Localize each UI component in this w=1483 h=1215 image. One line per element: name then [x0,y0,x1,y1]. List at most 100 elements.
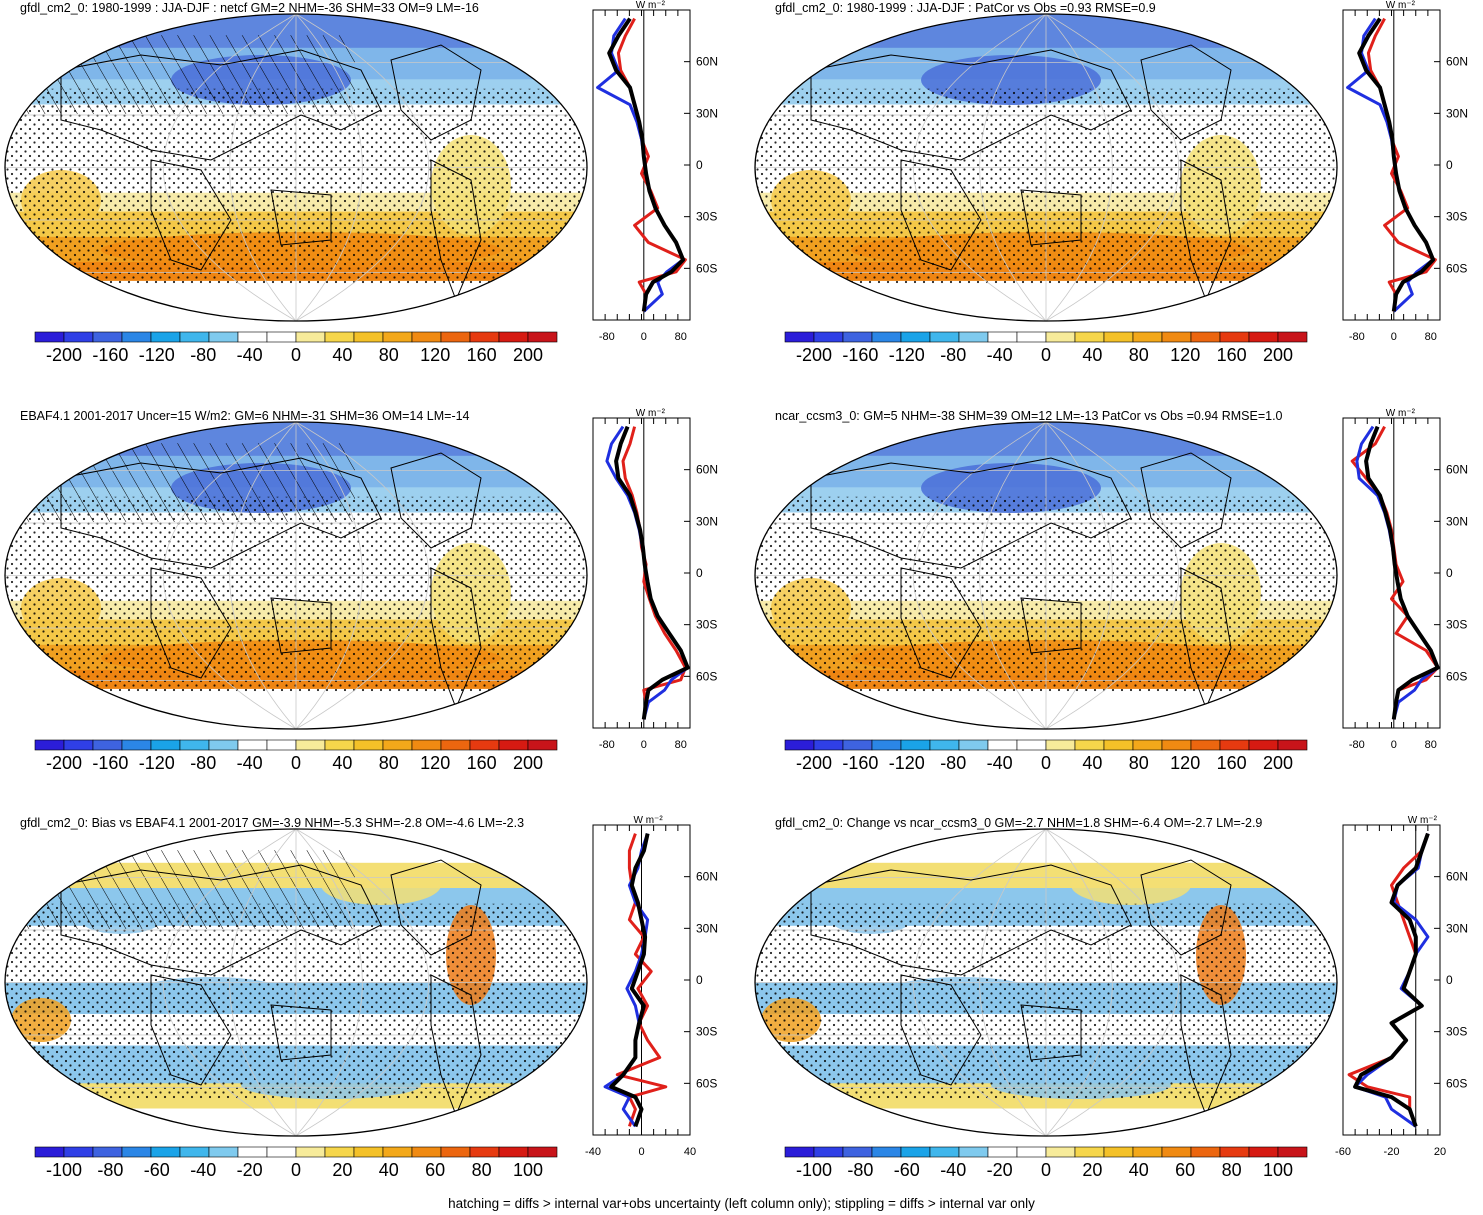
graticule-lon [229,422,297,729]
graticule-lon [913,422,1047,729]
x-tick-label: -80 [599,739,615,751]
colorbar-tick-label: 100 [1263,1160,1293,1180]
lat-tick-label: 30N [1446,921,1468,935]
coastline [390,44,482,141]
colorbar-swatch [208,1146,239,1158]
colorbar-tick-label: 80 [472,1160,492,1180]
colorbar-swatch [1103,739,1134,751]
colorbar: -200 -160 -120 -80 -40 0 40 80 120 160 200 [784,739,1308,773]
colorbar-tick-label: -120 [139,345,175,365]
colorbar-swatch [440,1146,471,1158]
colorbar-swatch [1219,1146,1250,1158]
colorbar-swatch [929,739,960,751]
colorbar-swatch [324,1146,355,1158]
lat-tick-label: 30S [1446,1025,1467,1039]
colorbar-tick-label: -60 [894,1160,920,1180]
colorbar-swatch [498,1146,529,1158]
colorbar-swatch [179,1146,210,1158]
colorbar-tick-label: -120 [139,753,175,773]
colorbar-swatch [1161,331,1192,343]
graticule-lon [295,829,429,1136]
map-outline [754,421,1338,730]
colorbar-swatch [469,1146,500,1158]
zonal-mean-plot: 60N 30N 0 30S 60S -80 0 80 W m⁻² [592,0,718,343]
colorbar-swatch [92,331,123,343]
colorbar-swatch [266,739,297,751]
graticule-lon [295,14,363,321]
colorbar-tick-label: 200 [513,345,543,365]
colorbar-swatch [527,331,558,343]
lat-tick-label: 0 [696,973,703,987]
colorbar-swatch [353,739,384,751]
world-map [754,13,1338,322]
map-field [755,14,1337,321]
coastline [270,597,332,654]
colorbar-swatch [813,1146,844,1158]
x-tick-label: 20 [1434,1146,1446,1158]
colorbar-tick-label: 80 [1129,753,1149,773]
zonal-unit: W m⁻² [1386,0,1416,11]
colorbar-swatch [784,331,815,343]
colorbar-swatch [237,1146,268,1158]
coastline [150,974,232,1086]
graticule-lon [163,829,297,1136]
colorbar-tick-label: 80 [1222,1160,1242,1180]
zonal-mean-plot: 60N 30N 0 30S 60S -40 0 40 W m⁻² [585,815,718,1158]
colorbar-swatch [63,1146,94,1158]
colorbar-swatch [1016,1146,1047,1158]
colorbar-swatch [121,739,152,751]
zonal-mean-plot: 60N 30N 0 30S 60S -80 0 80 W m⁻² [1342,0,1468,343]
colorbar-swatch [1045,1146,1076,1158]
zonal-unit: W m⁻² [1408,815,1438,826]
colorbar: -100 -80 -60 -40 -20 0 20 40 60 80 100 [784,1146,1308,1180]
colorbar-tick-label: -40 [237,753,263,773]
lat-tick-label: 30N [1446,106,1468,120]
colorbar-tick-label: 40 [332,753,352,773]
colorbar-tick-label: 40 [332,345,352,365]
colorbar-swatch [1248,331,1279,343]
colorbar-swatch [900,1146,931,1158]
zonal-series-line [621,426,687,720]
lat-tick-label: 0 [1446,973,1453,987]
colorbar-swatch [987,1146,1018,1158]
lat-tick-label: 60S [696,669,717,683]
colorbar-swatch [1248,739,1279,751]
zonal-series-line [607,17,686,312]
colorbar: -200 -160 -120 -80 -40 0 40 80 120 160 200 [34,331,558,365]
colorbar-tick-label: -200 [46,345,82,365]
colorbar-swatch [871,1146,902,1158]
colorbar-swatch [34,739,65,751]
map-field [5,829,587,1136]
colorbar-swatch [929,1146,960,1158]
x-tick-label: 0 [641,739,647,751]
graticule-lon [229,829,297,1136]
colorbar-swatch [900,331,931,343]
colorbar-tick-label: 60 [1175,1160,1195,1180]
lat-tick-label: 60N [696,870,718,884]
colorbar-tick-label: -40 [987,753,1013,773]
coastline [1140,44,1232,141]
colorbar-tick-label: 80 [379,345,399,365]
hatching [5,35,355,114]
map-field [755,829,1337,1136]
lat-tick-label: 0 [696,566,703,580]
colorbar-swatch [1045,331,1076,343]
colorbar-tick-label: -200 [796,345,832,365]
map-anomaly [1071,865,1191,905]
colorbar-swatch [121,1146,152,1158]
coastline [390,452,482,549]
colorbar-swatch [813,739,844,751]
colorbar-swatch [1219,739,1250,751]
colorbar-swatch [1190,331,1221,343]
colorbar-tick-label: 40 [1082,753,1102,773]
colorbar-swatch [382,739,413,751]
colorbar-tick-label: 80 [1129,345,1149,365]
colorbar-swatch [871,739,902,751]
zonal-series-line [1350,425,1440,720]
lat-tick-label: 60N [1446,55,1468,69]
colorbar-tick-label: 0 [1041,345,1051,365]
colorbar-swatch [1016,331,1047,343]
graticule-lon [1045,829,1113,1136]
x-tick-label: -80 [1349,331,1365,343]
lat-tick-label: 60S [1446,261,1467,275]
